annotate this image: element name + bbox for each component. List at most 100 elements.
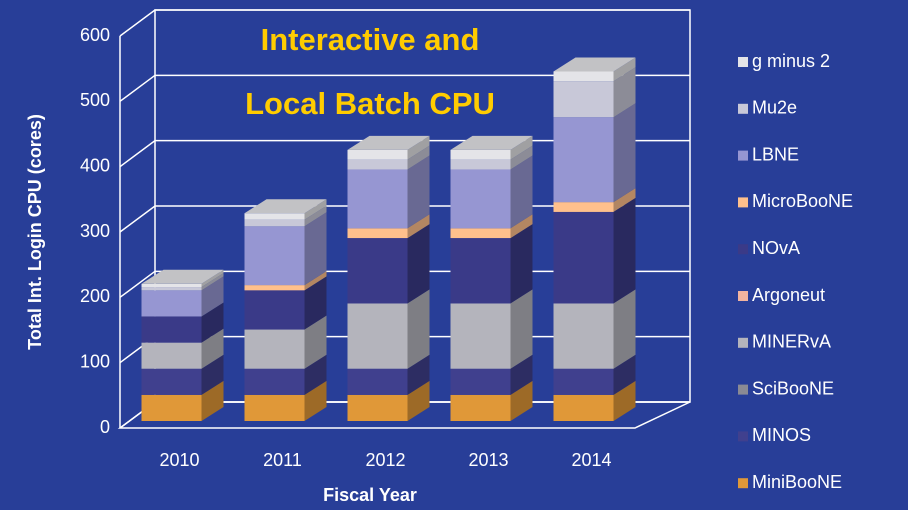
bar-side — [510, 354, 533, 395]
bar-side — [510, 214, 533, 239]
bar-side — [304, 276, 327, 330]
bar-segment — [450, 159, 511, 170]
x-tick-label: 2011 — [263, 450, 302, 470]
bar-side — [304, 354, 327, 395]
bar-top — [141, 269, 224, 284]
bar-side — [510, 380, 533, 421]
bar-side — [613, 103, 636, 203]
bar-side — [407, 354, 430, 395]
bar-segment — [450, 368, 511, 395]
legend-label: MicroBooNE — [752, 191, 853, 211]
bar-segment — [553, 202, 614, 212]
bar-top — [450, 135, 533, 150]
bar-segment — [141, 283, 202, 288]
bar-side — [510, 145, 533, 170]
bar-segment — [244, 290, 305, 330]
bar-side — [304, 205, 327, 227]
bar-segment — [141, 290, 202, 317]
y-tick-label: 400 — [80, 155, 110, 175]
x-tick-label: 2014 — [571, 450, 611, 470]
bar-side — [407, 214, 430, 239]
bar-segment — [244, 368, 305, 395]
bar-segment — [347, 394, 408, 421]
bar-side — [304, 199, 327, 220]
bar-segment — [553, 71, 614, 82]
legend-label: Mu2e — [752, 98, 797, 118]
bar-side — [510, 155, 533, 229]
bar-segment — [244, 285, 305, 291]
legend-label: SciBooNE — [752, 378, 834, 398]
legend-swatch — [738, 337, 748, 348]
bar-side — [613, 354, 636, 395]
bar-top — [347, 135, 430, 150]
bar-segment — [450, 238, 511, 304]
legend-label: MiniBooNE — [752, 472, 842, 492]
bar-segment — [347, 238, 408, 304]
grid-line — [119, 74, 690, 102]
bar-side — [304, 271, 327, 291]
bar-segment — [141, 394, 202, 421]
bar-side — [304, 380, 327, 421]
bar-segment — [244, 394, 305, 421]
bar-segment — [553, 394, 614, 421]
bar-segment — [244, 329, 305, 369]
legend-label: MINOS — [752, 425, 811, 445]
y-axis-title: Total Int. Login CPU (cores) — [25, 114, 45, 350]
bar-side — [613, 197, 636, 304]
bar-side — [407, 224, 430, 304]
y-tick-label: 200 — [80, 286, 110, 306]
bar-segment — [141, 287, 202, 291]
bar-segment — [244, 226, 305, 286]
bar-segment — [244, 219, 305, 227]
bar-segment — [553, 368, 614, 395]
chart-title: Interactive and — [261, 22, 480, 57]
y-tick-label: 100 — [80, 351, 110, 371]
y-tick-label: 600 — [80, 25, 110, 45]
legend-label: NOvA — [752, 238, 800, 258]
bar-side — [613, 188, 636, 212]
legend-swatch — [738, 431, 748, 442]
bar-side — [407, 380, 430, 421]
bar-segment — [141, 342, 202, 369]
bar-side — [201, 276, 224, 317]
bar-segment — [347, 159, 408, 170]
bar-segment — [553, 81, 614, 118]
bar-side — [304, 212, 327, 286]
bar-side — [201, 273, 224, 291]
legend-label: g minus 2 — [752, 51, 830, 71]
bar-side — [613, 289, 636, 369]
bar-top — [553, 57, 636, 72]
bar-segment — [347, 368, 408, 395]
bar-segment — [553, 117, 614, 203]
bar-segment — [141, 316, 202, 343]
y-tick-label: 0 — [100, 417, 110, 437]
bar-side — [510, 224, 533, 304]
bar-side — [613, 380, 636, 421]
y-tick-label: 500 — [80, 90, 110, 110]
x-tick-label: 2013 — [468, 450, 508, 470]
bar-segment — [244, 213, 305, 220]
bar-side — [510, 289, 533, 369]
legend-label: Argoneut — [752, 285, 825, 305]
bar-side — [407, 135, 430, 160]
legend-swatch — [738, 384, 748, 395]
bar-segment — [347, 169, 408, 229]
grid-line — [119, 9, 690, 37]
legend-swatch — [738, 291, 748, 301]
bar-segment — [347, 228, 408, 239]
bar-segment — [450, 169, 511, 229]
bar-side — [613, 67, 636, 118]
bar-segment — [347, 149, 408, 160]
bar-segment — [450, 149, 511, 160]
bar-side — [201, 302, 224, 343]
bar-side — [407, 145, 430, 170]
y-tick-label: 300 — [80, 221, 110, 241]
bar-side — [201, 380, 224, 421]
legend-swatch — [738, 197, 748, 208]
legend-label: MINERvA — [752, 332, 831, 352]
bar-side — [304, 315, 327, 369]
bar-side — [201, 269, 224, 288]
legend-swatch — [738, 103, 748, 114]
bar-segment — [553, 211, 614, 304]
